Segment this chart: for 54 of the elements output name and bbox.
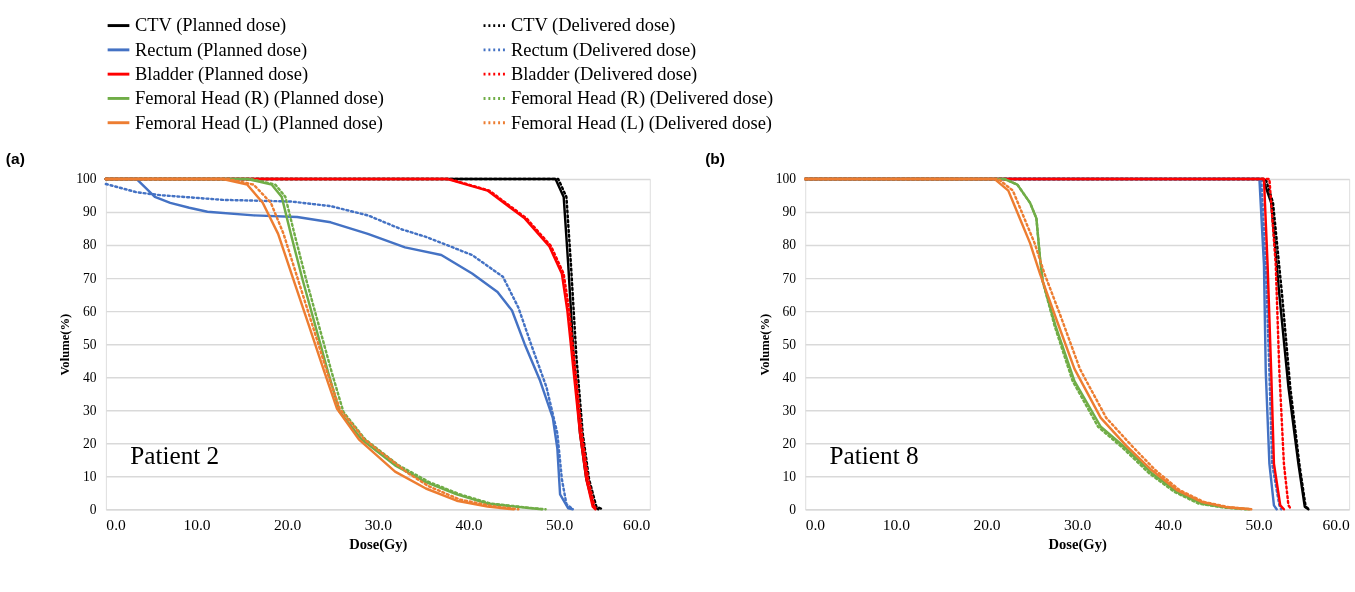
y-tick-label: 30 — [782, 402, 797, 418]
y-tick-label: 20 — [782, 435, 797, 451]
y-tick-label: 100 — [775, 171, 797, 187]
legend-label: Femoral Head (L) (Delivered dose) — [510, 112, 773, 134]
legend-label: Rectum (Delivered dose) — [510, 39, 697, 61]
x-tick-label: 40.0 — [455, 516, 483, 534]
x-tick-label: 10.0 — [882, 516, 911, 534]
legend-label: Bladder (Delivered dose) — [510, 63, 698, 85]
y-tick-label: 20 — [83, 435, 97, 451]
y-tick-label: 0 — [89, 501, 97, 517]
chart-title: (b) — [705, 149, 726, 167]
x-tick-label: 0.0 — [106, 516, 127, 534]
x-tick-label: 50.0 — [1245, 516, 1273, 534]
y-tick-label: 10 — [782, 468, 797, 484]
y-tick-label: 90 — [782, 204, 797, 220]
y-tick-label: 30 — [83, 402, 97, 418]
legend-label: Rectum (Planned dose) — [135, 39, 308, 61]
x-tick-label: 60.0 — [623, 516, 651, 534]
legend-label: Bladder (Planned dose) — [135, 63, 309, 85]
y-tick-label: 70 — [83, 270, 97, 286]
x-tick-label: 10.0 — [183, 516, 211, 534]
y-tick-label: 50 — [782, 336, 797, 352]
x-tick-label: 20.0 — [274, 516, 302, 534]
y-tick-label: 60 — [782, 303, 797, 319]
x-tick-label: 30.0 — [364, 516, 393, 534]
x-tick-label: 40.0 — [1154, 516, 1183, 534]
y-tick-label: 10 — [83, 468, 97, 484]
x-tick-label: 50.0 — [546, 516, 574, 534]
y-tick-label: 60 — [83, 303, 97, 319]
y-tick-label: 100 — [76, 171, 97, 187]
y-tick-label: 40 — [83, 369, 97, 385]
x-tick-label: 60.0 — [1322, 516, 1350, 534]
y-axis-title: Volume(%) — [58, 313, 73, 376]
y-axis-title: Volume(%) — [757, 313, 772, 376]
x-axis-title: Dose(Gy) — [1048, 535, 1107, 553]
legend-label: Femoral Head (R) (Delivered dose) — [510, 88, 774, 110]
x-tick-label: 20.0 — [973, 516, 1001, 534]
legend-label: CTV (Delivered dose) — [510, 15, 676, 37]
y-tick-label: 70 — [782, 270, 797, 286]
y-tick-label: 40 — [782, 369, 797, 385]
y-tick-label: 0 — [789, 501, 797, 517]
y-tick-label: 50 — [83, 336, 97, 352]
annotation: Patient 8 — [829, 440, 919, 469]
x-tick-label: 0.0 — [805, 516, 826, 534]
y-tick-label: 90 — [83, 204, 97, 220]
x-axis-title: Dose(Gy) — [349, 535, 408, 553]
y-tick-label: 80 — [83, 237, 97, 253]
x-tick-label: 30.0 — [1064, 516, 1092, 534]
annotation: Patient 2 — [130, 440, 220, 469]
legend-label: CTV (Planned dose) — [135, 15, 287, 37]
chart-title: (a) — [5, 149, 25, 167]
legend-label: Femoral Head (L) (Planned dose) — [135, 112, 383, 134]
legend-label: Femoral Head (R) (Planned dose) — [135, 88, 384, 110]
y-tick-label: 80 — [782, 237, 797, 253]
